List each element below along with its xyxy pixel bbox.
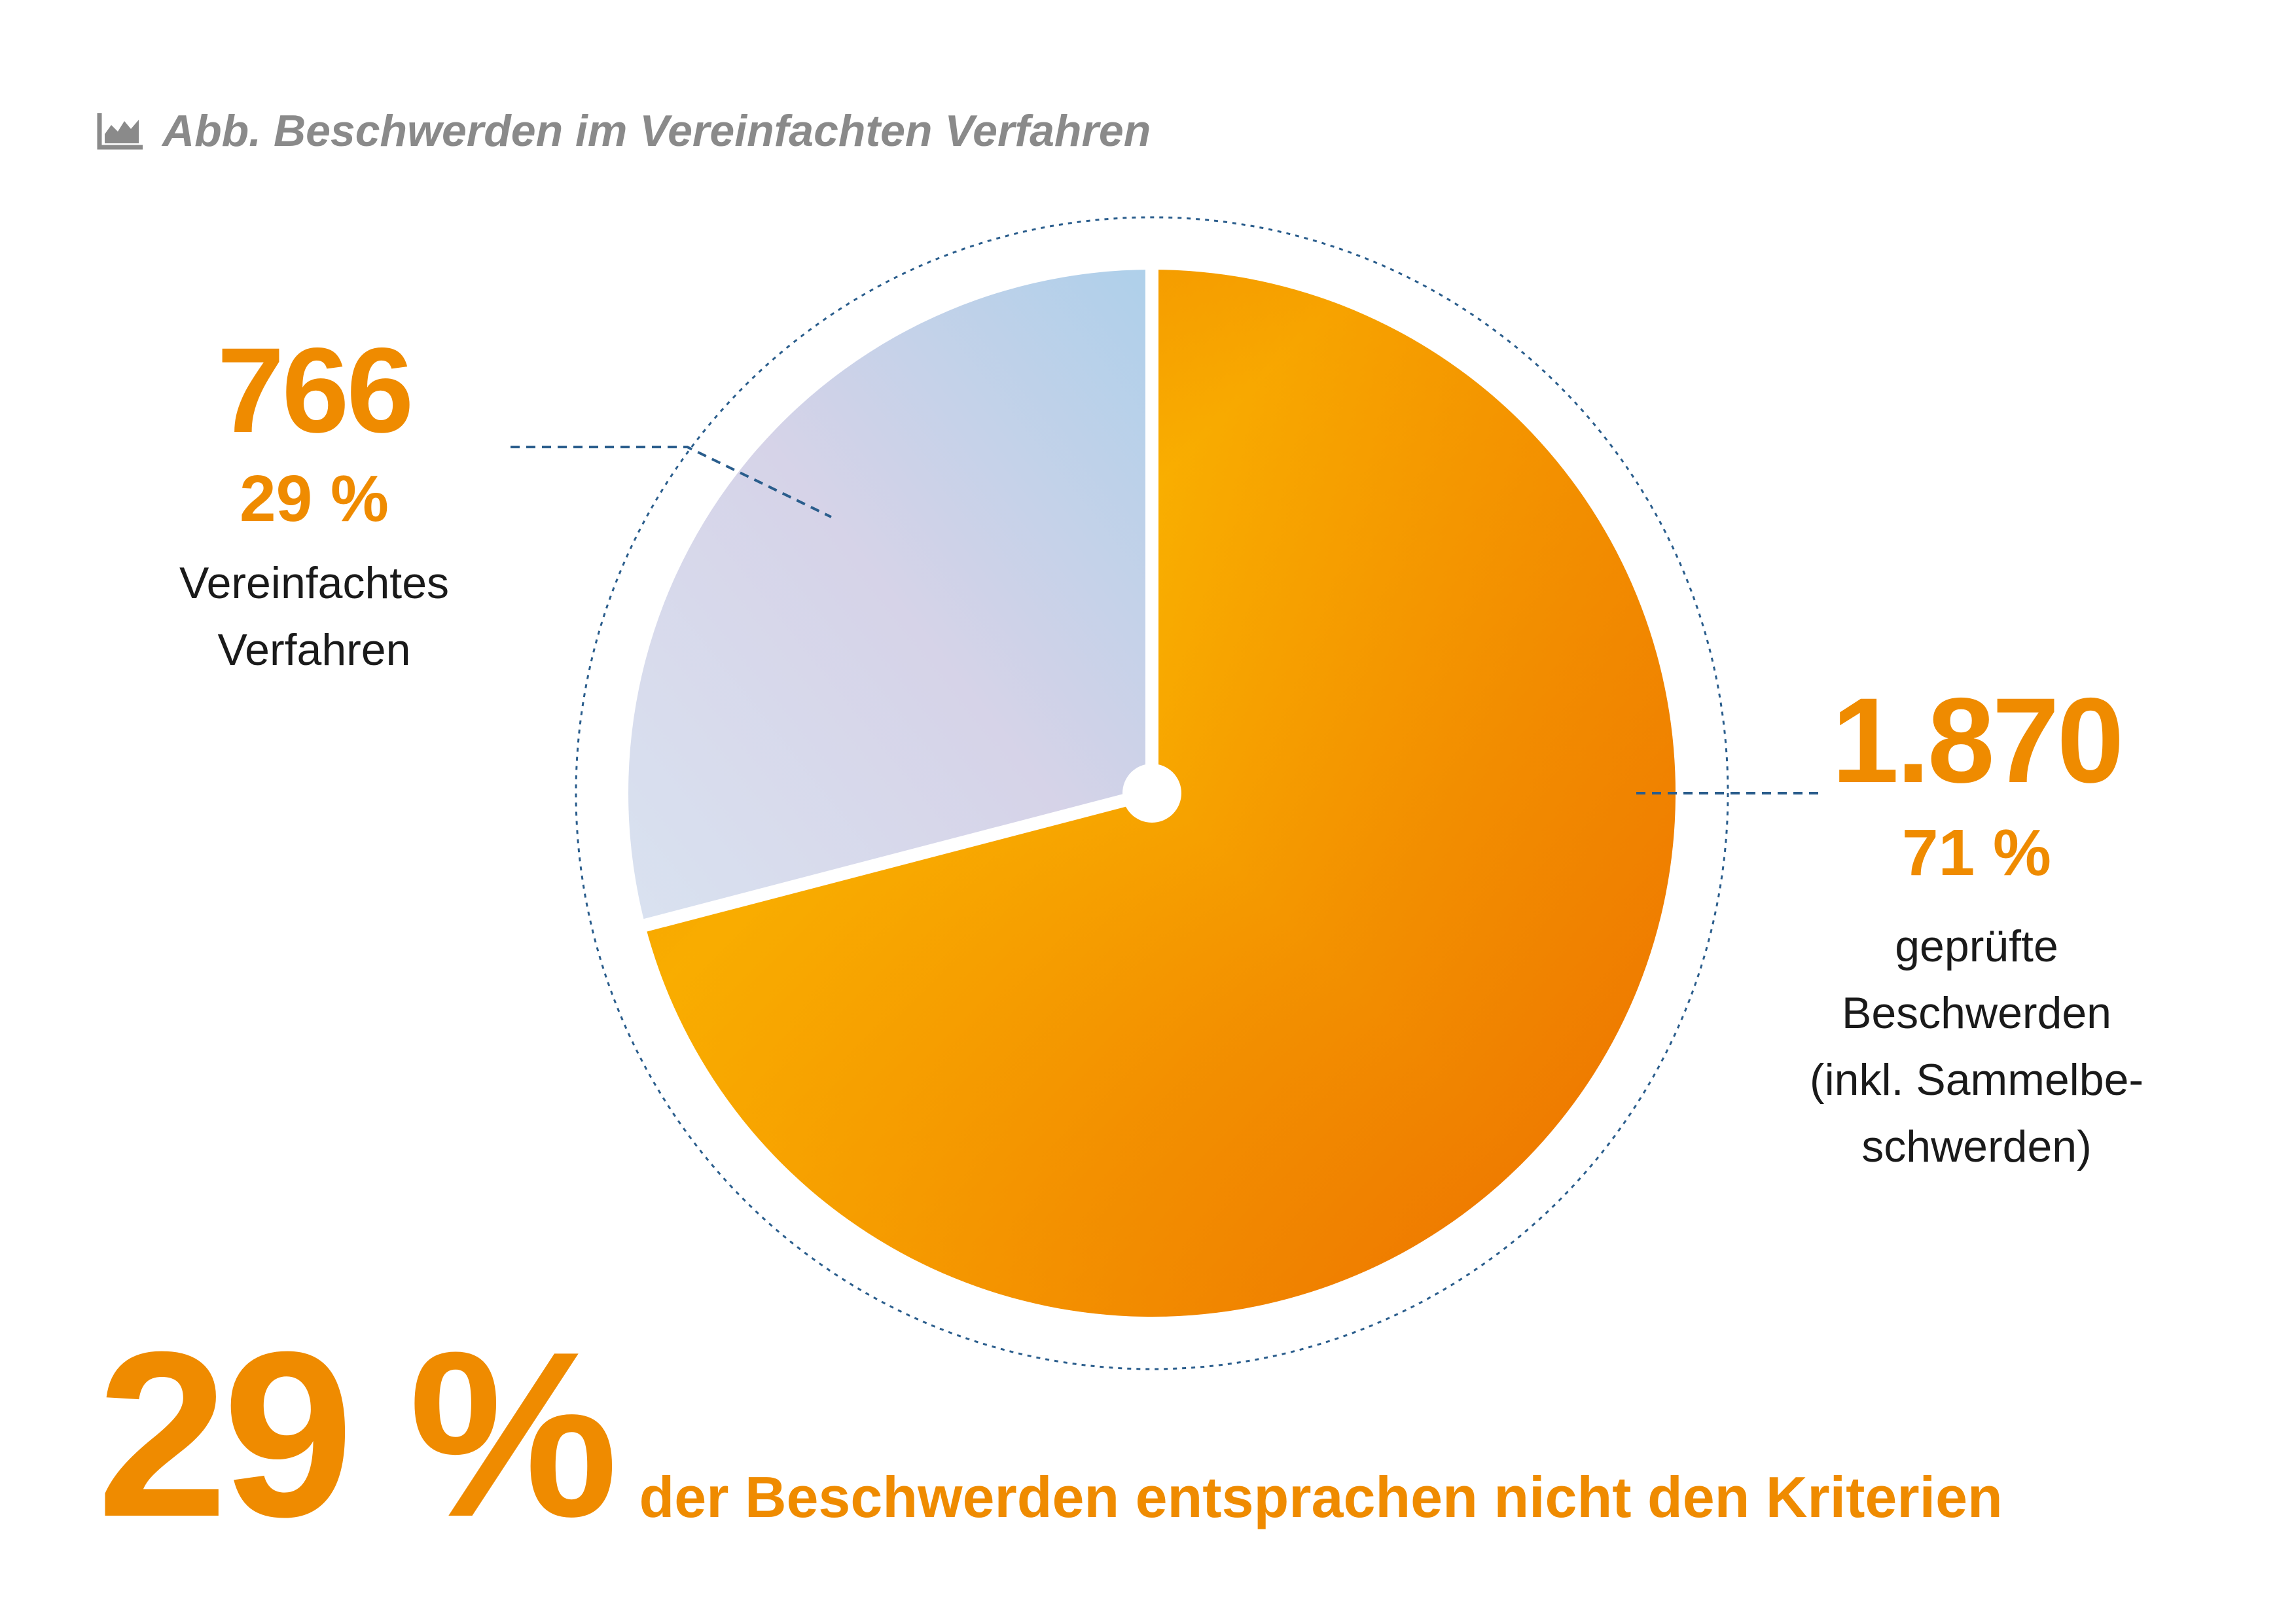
slice-value-label: 766 — [217, 323, 414, 458]
summary-text: der Beschwerden entsprachen nicht den Kr… — [639, 1465, 2003, 1529]
slice-description: Vereinfachtes Verfahren — [179, 558, 450, 675]
slice-label-vereinfachtes-verfahren: 766 29 % Vereinfachtes Verfahren — [118, 330, 511, 683]
summary-statement: 29 % der Beschwerden entsprachen nicht d… — [97, 1302, 2003, 1566]
slice-percent-label: 29 % — [240, 462, 389, 535]
slice-value-label: 1.870 — [1831, 673, 2125, 808]
slice-percent-label: 71 % — [1902, 816, 2051, 889]
pie-slice-vereinfachtes-verfahren — [628, 269, 1152, 925]
slice-label-gepruefte-beschwerden: 1.870 71 % geprüfte Beschwerden (inkl. S… — [1754, 681, 2199, 1180]
chart-caption: Abb. Beschwerden im Vereinfachten Verfah… — [97, 98, 1151, 164]
chart-title: Abb. Beschwerden im Vereinfachten Verfah… — [162, 106, 1151, 156]
area-chart-icon — [97, 113, 143, 150]
outer-ring — [575, 216, 1729, 1370]
slice-separator — [641, 787, 1154, 933]
slice-description: geprüfte Beschwerden (inkl. Sammelbe- sc… — [1809, 921, 2144, 1171]
leader-line-vereinfachtes-verfahren — [511, 446, 832, 518]
summary-percent: 29 % — [97, 1302, 619, 1566]
pie-center-hole — [1122, 764, 1181, 823]
